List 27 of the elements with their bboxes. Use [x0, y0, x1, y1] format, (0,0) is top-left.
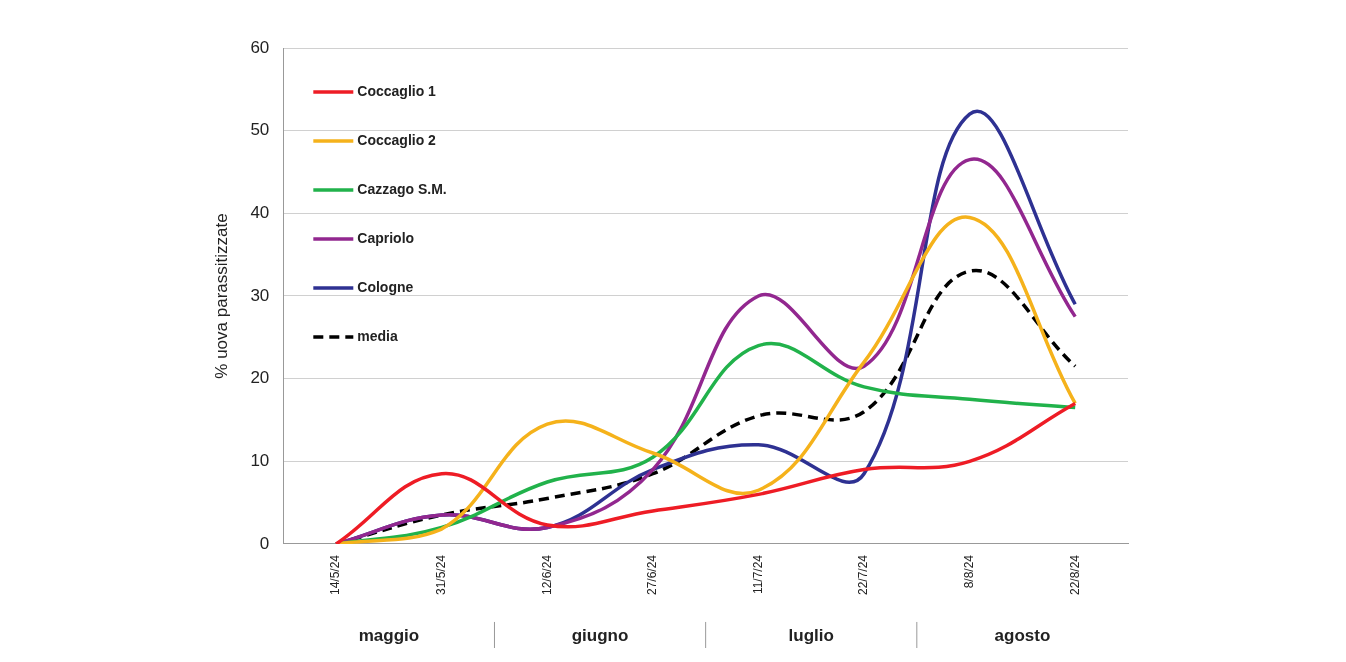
- legend-label: Coccaglio 1: [357, 82, 437, 99]
- y-tick-label: 30: [250, 285, 270, 305]
- text: luglio: [788, 625, 834, 645]
- y-tick-label: 10: [250, 450, 270, 470]
- x-tick-label: 31/5/24: [434, 554, 448, 596]
- x-tick-label: 14/5/24: [328, 554, 343, 596]
- legend-label: Cologne: [357, 278, 414, 295]
- text: agosto: [994, 625, 1051, 645]
- legend-label: Capriolo: [357, 229, 415, 246]
- legend-label: Cazzago S.M.: [357, 180, 447, 197]
- text: giugno: [571, 625, 629, 645]
- y-axis-title: % uova parassitizzate: [211, 213, 231, 379]
- line-series: [334, 401, 1077, 544]
- x-tick-label: 11/7/24: [750, 554, 765, 595]
- legend-label: Coccaglio 2: [357, 131, 437, 148]
- x-tick-label: 27/6/24: [645, 554, 660, 596]
- x-tick-label: 12/6/24: [539, 554, 554, 596]
- y-tick-label: 50: [250, 120, 270, 140]
- y-tick-label: 20: [250, 368, 270, 388]
- x-tick-label: 22/8/24: [1067, 554, 1082, 596]
- y-tick-label: 60: [250, 37, 270, 57]
- x-tick-label: 8/8/24: [961, 554, 976, 589]
- y-tick-label: 0: [259, 533, 270, 553]
- x-tick-label: 22/7/24: [856, 554, 871, 596]
- y-tick-label: 40: [250, 203, 270, 223]
- legend-label: media: [357, 327, 398, 344]
- text: maggio: [358, 625, 420, 645]
